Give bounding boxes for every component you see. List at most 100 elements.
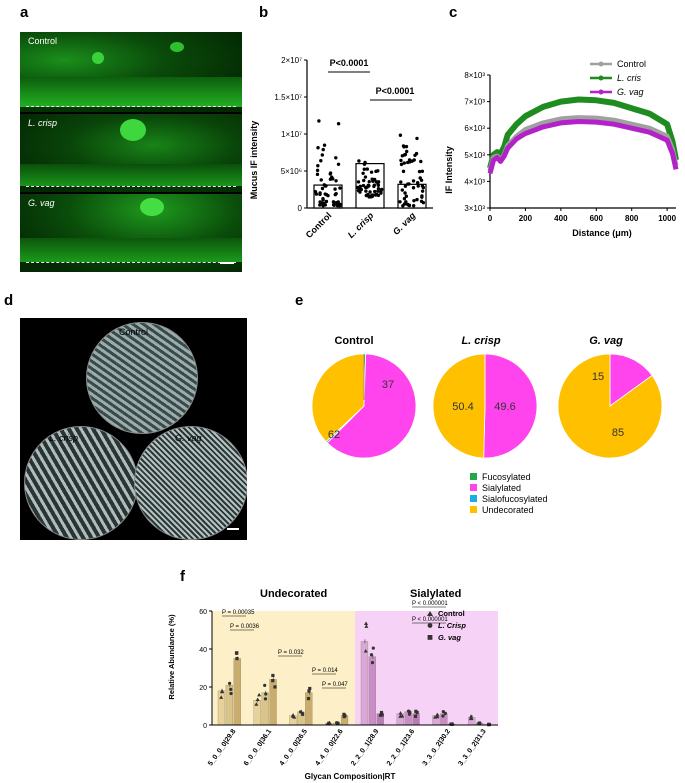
data-point xyxy=(336,122,341,126)
data-point xyxy=(321,198,325,202)
data-point xyxy=(408,160,412,164)
x-tick-label: 6_0_0_0|36.1 xyxy=(243,728,273,767)
data-point xyxy=(369,195,373,199)
data-point xyxy=(404,194,409,198)
legend-marker xyxy=(427,635,433,640)
data-point xyxy=(399,162,404,167)
data-point xyxy=(420,189,425,193)
data-point xyxy=(327,720,332,725)
data-point xyxy=(368,190,372,194)
region-sialylated xyxy=(355,611,498,725)
p-value: P < 0.000001 xyxy=(412,601,448,607)
data-point xyxy=(362,167,367,171)
data-point xyxy=(365,167,369,171)
data-point xyxy=(407,712,412,716)
legend-label: Sialylated xyxy=(482,483,521,493)
p-value: P<0.0001 xyxy=(376,86,415,96)
legend-label: Control xyxy=(617,59,646,69)
x-tick-label: 5_0_0_0|29.8 xyxy=(207,728,237,767)
data-point xyxy=(400,188,404,192)
p-value: P<0.0001 xyxy=(330,58,369,68)
p-value: P = 0.0036 xyxy=(230,624,260,630)
data-point xyxy=(376,187,381,191)
chart-b-ticks: 0 5×10⁶ 1×10⁷ 1.5×10⁷ 2×10⁷ Control L. crisp G.… xyxy=(274,56,417,240)
y-tick-label: 0 xyxy=(203,723,207,730)
data-point xyxy=(333,187,337,191)
data-point xyxy=(362,178,366,183)
data-point xyxy=(379,191,383,195)
y-tick-label: 1.5×10⁷ xyxy=(274,93,302,102)
chart-c-xlabel: Distance (μm) xyxy=(572,228,632,238)
data-point xyxy=(487,722,491,727)
chart-f-glycans: Relative Abundance (%) Glycan Compositio… xyxy=(167,588,498,781)
chart-f-ylabel: Relative Abundance (%) xyxy=(167,614,176,700)
panel-letter-c: c xyxy=(449,4,458,21)
data-point xyxy=(357,159,361,163)
bacteria-cluster xyxy=(92,52,104,64)
data-point xyxy=(435,714,440,719)
y-tick-label: 0 xyxy=(298,204,303,213)
mucus-layer xyxy=(20,77,242,107)
bar xyxy=(225,684,233,726)
chart-f-xlabel: Glycan Composition|RT xyxy=(305,772,396,781)
legend-label: Sialofucosylated xyxy=(482,494,548,504)
data-point xyxy=(342,715,346,719)
p-value: P = 0.014 xyxy=(312,668,338,674)
data-point xyxy=(298,710,303,714)
pie-value-label: 62 xyxy=(328,429,340,441)
x-tick-label: Control xyxy=(304,210,334,240)
data-point xyxy=(441,714,445,718)
data-point xyxy=(402,161,406,165)
data-point xyxy=(356,188,361,193)
data-point xyxy=(257,692,262,697)
data-point xyxy=(264,692,268,696)
pie-slice xyxy=(311,353,365,443)
data-point xyxy=(371,646,375,650)
data-point xyxy=(375,192,379,197)
p-value: P = 0.032 xyxy=(278,650,304,656)
data-point xyxy=(336,162,341,167)
pie-value-label: 15 xyxy=(592,371,604,383)
fern-circle-g-vag: G. vag xyxy=(134,426,247,540)
data-point xyxy=(359,187,364,192)
pie-title: G. vag xyxy=(589,335,623,347)
legend-swatch xyxy=(470,495,477,502)
data-point xyxy=(380,713,384,717)
bacteria-cluster xyxy=(170,42,184,52)
x-tick-label: 0 xyxy=(488,214,493,223)
legend-label: Fucosylated xyxy=(482,472,531,482)
y-tick-label: 2×10⁷ xyxy=(281,56,302,65)
dashed-boundary xyxy=(26,106,236,107)
chart-b-ylabel: Mucus IF intensity xyxy=(249,121,259,200)
chart-f-annotations: P = 0.00035 P = 0.0036 P = 0.032 P = 0.014 P… xyxy=(222,601,448,689)
data-point xyxy=(400,713,405,718)
data-point xyxy=(319,178,323,182)
data-point xyxy=(336,721,340,725)
chart-c-lines xyxy=(487,96,679,175)
legend-label: G. vag xyxy=(438,633,461,642)
legend-label: G. vag xyxy=(617,87,644,97)
data-point xyxy=(415,197,419,202)
chart-f-bars xyxy=(217,621,492,727)
data-point xyxy=(403,184,408,188)
pie-slice xyxy=(557,353,663,459)
data-point xyxy=(415,136,419,141)
x-tick-label: G. vag xyxy=(391,210,418,237)
x-tick-label: 400 xyxy=(554,214,568,223)
data-point xyxy=(320,186,325,191)
bacteria-cluster xyxy=(120,119,146,141)
data-point xyxy=(324,199,329,204)
chart-c-legend: Control L. cris G. vag xyxy=(590,59,646,97)
data-point xyxy=(413,153,417,157)
data-point xyxy=(419,159,423,164)
legend-label: L. Crisp xyxy=(438,621,466,630)
data-point xyxy=(342,712,346,716)
p-value: P = 0.047 xyxy=(322,682,348,688)
y-tick-label: 4×10³ xyxy=(464,177,485,186)
data-point xyxy=(291,714,296,718)
data-point xyxy=(334,156,338,160)
data-point xyxy=(405,149,409,154)
data-point xyxy=(417,169,422,174)
pie-slice xyxy=(609,353,653,407)
fern-label-control: Control xyxy=(119,327,149,337)
